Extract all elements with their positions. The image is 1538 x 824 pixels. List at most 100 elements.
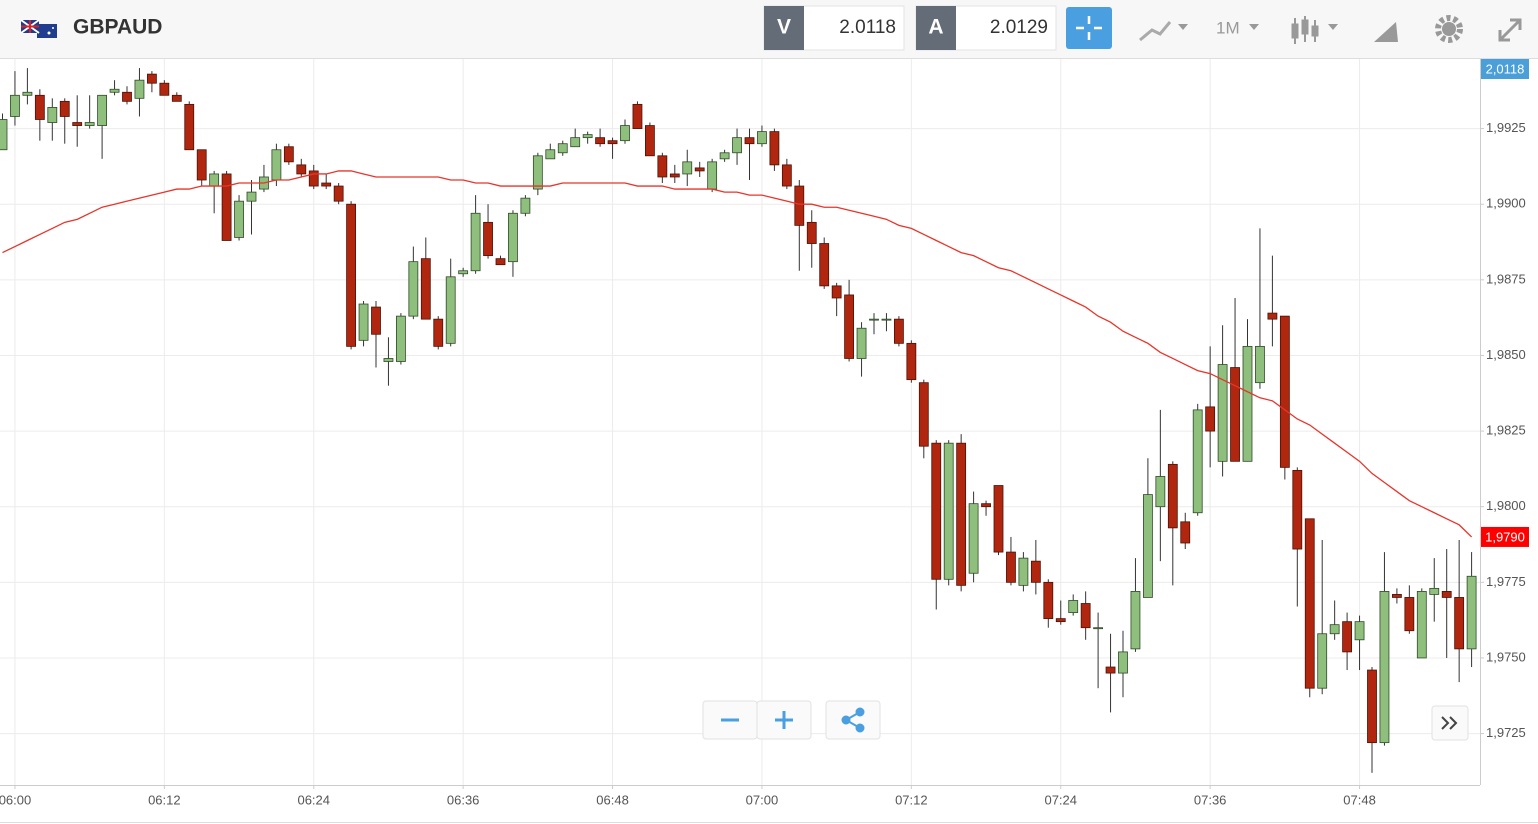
y-tick-label: 1,9775 — [1486, 574, 1526, 589]
candle-body — [906, 342, 917, 381]
x-tick-label: 06:36 — [447, 792, 480, 807]
fullscreen-button[interactable] — [1498, 18, 1522, 42]
candle-body — [819, 243, 830, 287]
dropdown-arrow — [1249, 24, 1259, 30]
candle-body — [433, 318, 444, 347]
candle-body — [1030, 560, 1041, 583]
candle-body — [1329, 624, 1340, 635]
candle-body — [483, 221, 493, 257]
candle-body — [97, 94, 107, 126]
chart-type-button[interactable] — [1139, 21, 1172, 42]
candle-body — [495, 258, 506, 266]
candle-body — [918, 382, 929, 447]
candle-body — [1230, 367, 1240, 462]
candle-body — [47, 107, 58, 123]
settings-button[interactable] — [1435, 15, 1463, 43]
bid-price: 2.0118 — [839, 17, 896, 38]
candle-body — [1192, 409, 1203, 514]
candle-body — [1279, 315, 1290, 468]
x-tick-label: 06:24 — [297, 792, 330, 807]
grid — [0, 59, 1480, 785]
moving-average-line — [2, 170, 1473, 538]
candle-body — [831, 285, 842, 299]
candle-body — [458, 270, 469, 275]
candle-body — [346, 203, 357, 347]
candles-button[interactable] — [1291, 16, 1319, 44]
symbol: GBPAUD — [73, 16, 162, 39]
candle-body — [570, 137, 581, 148]
y-tick-label: 1,9900 — [1486, 196, 1526, 211]
candle-body — [781, 164, 792, 187]
candle-body — [869, 318, 879, 321]
candle-body — [1392, 594, 1402, 598]
candle-body — [296, 164, 307, 175]
candle-body — [595, 137, 605, 145]
candle-body — [1118, 651, 1128, 674]
scroll-right-button[interactable] — [1431, 705, 1469, 741]
candle-body — [757, 131, 767, 145]
candle-body — [10, 94, 20, 117]
candle-body — [470, 212, 481, 272]
timeframe-button[interactable]: 1M — [1216, 18, 1240, 37]
y-tick-label: 1,9800 — [1486, 498, 1526, 513]
candle-body — [632, 103, 643, 129]
bid-marker-label: 2,0118 — [1486, 61, 1525, 76]
candle-body — [657, 155, 668, 178]
candle-body — [856, 327, 867, 359]
candle-body — [283, 146, 294, 163]
candle-body — [1217, 364, 1228, 462]
candle-body — [0, 119, 8, 151]
settings-icon — [1442, 22, 1456, 36]
candle-body — [806, 221, 817, 244]
candle-body — [956, 442, 967, 586]
candle-body — [894, 318, 904, 344]
candle-body — [321, 182, 332, 187]
crosshair-button[interactable] — [1066, 7, 1112, 49]
candle-body — [271, 149, 282, 181]
candle-body — [744, 137, 755, 145]
candle-body — [645, 125, 655, 157]
candle-body — [122, 91, 132, 102]
candle-body — [420, 258, 431, 320]
candle-body — [1242, 345, 1253, 462]
candle-body — [1429, 587, 1440, 595]
candle-body — [209, 173, 220, 187]
candle-body — [707, 161, 718, 190]
y-tick-label: 1,9750 — [1486, 649, 1526, 664]
candle-body — [445, 276, 456, 344]
ask-tag — [916, 6, 956, 50]
candle-body — [72, 122, 83, 126]
candle-body — [234, 200, 244, 238]
candle-body — [582, 134, 593, 139]
y-tick-label: 1,9875 — [1486, 271, 1526, 286]
plot — [0, 68, 1477, 773]
candle-body — [246, 191, 257, 202]
share-button[interactable] — [825, 700, 881, 740]
y-tick-label: 1,9825 — [1486, 423, 1526, 438]
candle-body — [545, 149, 556, 160]
candle-body — [146, 73, 157, 84]
ask-price: 2.0129 — [990, 17, 1048, 38]
candle-body — [1068, 600, 1079, 613]
y-tick-label: 1,9850 — [1486, 347, 1526, 362]
candle-body — [1292, 469, 1303, 550]
candle-body — [1143, 494, 1153, 598]
axis-labels: 1,9725 1,9750 1,9775 1,9800 1,9825 1,9850 1,98… — [0, 59, 1529, 807]
ask-label: A — [928, 16, 943, 39]
candle-body — [1267, 312, 1278, 320]
candle-body — [308, 170, 319, 187]
y-tick-label: 1,9725 — [1486, 725, 1526, 740]
candle-body — [1055, 618, 1066, 623]
candle-body — [84, 122, 95, 126]
price-marker-label: 1,9790 — [1485, 529, 1525, 544]
candle-body — [1043, 581, 1054, 620]
candle-body — [607, 140, 618, 145]
share-icon — [841, 707, 865, 733]
candle-body — [1441, 591, 1452, 598]
flag — [20, 19, 57, 38]
x-tick-label: 07:00 — [746, 792, 779, 807]
candle-body — [844, 294, 854, 359]
drawing-button[interactable] — [1374, 22, 1398, 42]
candle-body — [719, 152, 730, 160]
